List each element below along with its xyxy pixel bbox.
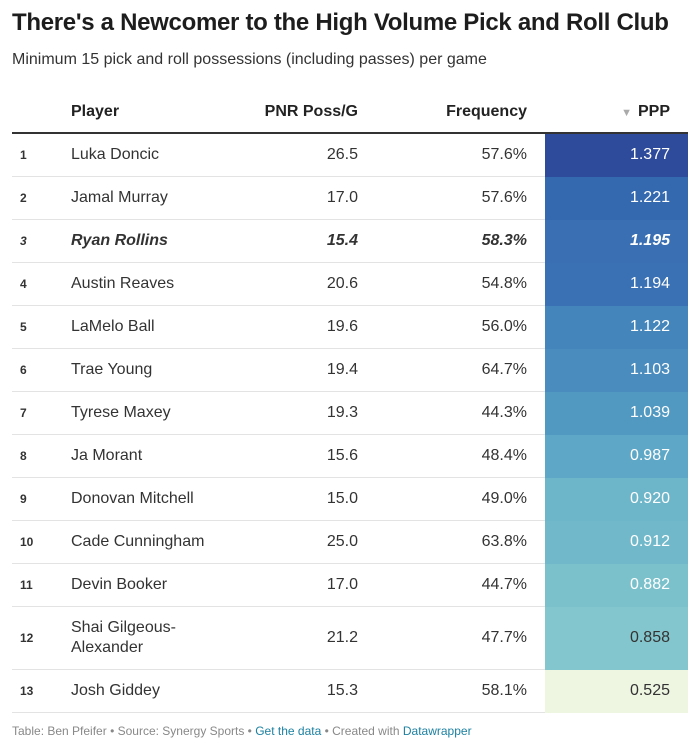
player-cell: Josh Giddey: [60, 669, 240, 713]
player-cell: Jamal Murray: [60, 176, 240, 220]
poss-cell: 25.0: [240, 520, 368, 564]
ppp-cell: 1.195: [545, 219, 688, 263]
player-cell: Trae Young: [60, 348, 240, 392]
ppp-cell: 1.377: [545, 133, 688, 177]
ppp-cell: 1.103: [545, 348, 688, 392]
frequency-cell: 49.0%: [368, 477, 545, 521]
player-cell: Tyrese Maxey: [60, 391, 240, 435]
frequency-cell: 58.3%: [368, 219, 545, 263]
rank-cell: 12: [12, 606, 60, 670]
poss-cell: 15.6: [240, 434, 368, 478]
player-cell: Cade Cunningham: [60, 520, 240, 564]
table-row: 9 Donovan Mitchell 15.0 49.0% 0.920: [12, 477, 688, 521]
rank-cell: 9: [12, 477, 60, 521]
table: Player PNR Poss/G Frequency ▼ PPP 1 Luka D…: [12, 92, 688, 713]
table-row: 7 Tyrese Maxey 19.3 44.3% 1.039: [12, 391, 688, 435]
table-row: 3 Ryan Rollins 15.4 58.3% 1.195: [12, 219, 688, 263]
frequency-cell: 56.0%: [368, 305, 545, 349]
table-row: 10 Cade Cunningham 25.0 63.8% 0.912: [12, 520, 688, 564]
ppp-cell: 0.858: [545, 606, 688, 670]
title: There's a Newcomer to the High Volume Pi…: [12, 9, 669, 36]
subtitle: Minimum 15 pick and roll possessions (in…: [12, 51, 487, 68]
poss-cell: 15.0: [240, 477, 368, 521]
get-data-link[interactable]: Get the data: [255, 724, 322, 738]
column-header: Player: [60, 92, 240, 134]
rank-cell: 7: [12, 391, 60, 435]
frequency-cell: 47.7%: [368, 606, 545, 670]
ppp-cell: 0.525: [545, 669, 688, 713]
created-with: Created with: [332, 724, 400, 738]
table-row: 1 Luka Doncic 26.5 57.6% 1.377: [12, 133, 688, 177]
column-header: [12, 92, 60, 134]
column-header[interactable]: PNR Poss/G: [240, 92, 368, 134]
datawrapper-link[interactable]: Datawrapper: [402, 724, 472, 738]
poss-cell: 26.5: [240, 133, 368, 177]
player-cell: Shai Gilgeous-Alexander: [60, 606, 240, 670]
rank-cell: 1: [12, 133, 60, 177]
poss-cell: 19.4: [240, 348, 368, 392]
ppp-cell: 0.882: [545, 563, 688, 607]
source: Source: Synergy Sports: [117, 724, 245, 738]
rank-cell: 10: [12, 520, 60, 564]
frequency-cell: 64.7%: [368, 348, 545, 392]
ppp-cell: 1.221: [545, 176, 688, 220]
ppp-cell: 1.039: [545, 391, 688, 435]
table-row: 2 Jamal Murray 17.0 57.6% 1.221: [12, 176, 688, 220]
rank-cell: 8: [12, 434, 60, 478]
frequency-cell: 54.8%: [368, 262, 545, 306]
header-row: Player PNR Poss/G Frequency ▼ PPP: [12, 92, 688, 134]
poss-cell: 20.6: [240, 262, 368, 306]
frequency-cell: 63.8%: [368, 520, 545, 564]
player-cell: LaMelo Ball: [60, 305, 240, 349]
frequency-cell: 48.4%: [368, 434, 545, 478]
ppp-cell: 1.122: [545, 305, 688, 349]
table-row: 6 Trae Young 19.4 64.7% 1.103: [12, 348, 688, 392]
frequency-cell: 57.6%: [368, 133, 545, 177]
column-header-text: PPP: [637, 103, 670, 120]
rank-cell: 4: [12, 262, 60, 306]
ppp-cell: 0.912: [545, 520, 688, 564]
player-cell: Donovan Mitchell: [60, 477, 240, 521]
table-row: 13 Josh Giddey 15.3 58.1% 0.525: [12, 669, 688, 713]
player-cell: Luka Doncic: [60, 133, 240, 177]
table-row: 8 Ja Morant 15.6 48.4% 0.987: [12, 434, 688, 478]
player-cell: Ja Morant: [60, 434, 240, 478]
column-header[interactable]: ▼ PPP: [545, 92, 688, 134]
player-cell: Ryan Rollins: [60, 219, 240, 263]
frequency-cell: 58.1%: [368, 669, 545, 713]
poss-cell: 19.6: [240, 305, 368, 349]
frequency-cell: 44.3%: [368, 391, 545, 435]
player-cell: Austin Reaves: [60, 262, 240, 306]
ppp-cell: 1.194: [545, 262, 688, 306]
frequency-cell: 57.6%: [368, 176, 545, 220]
table-row: 12 Shai Gilgeous-Alexander 21.2 47.7% 0.858: [12, 606, 688, 670]
rank-cell: 6: [12, 348, 60, 392]
frequency-cell: 44.7%: [368, 563, 545, 607]
poss-cell: 17.0: [240, 176, 368, 220]
byline: Table: Ben Pfeifer: [12, 724, 107, 738]
poss-cell: 21.2: [240, 606, 368, 670]
table-row: 5 LaMelo Ball 19.6 56.0% 1.122: [12, 305, 688, 349]
table-row: 11 Devin Booker 17.0 44.7% 0.882: [12, 563, 688, 607]
table-row: 4 Austin Reaves 20.6 54.8% 1.194: [12, 262, 688, 306]
rank-cell: 5: [12, 305, 60, 349]
poss-cell: 19.3: [240, 391, 368, 435]
column-header[interactable]: Frequency: [368, 92, 545, 134]
ppp-cell: 0.987: [545, 434, 688, 478]
rank-cell: 2: [12, 176, 60, 220]
ppp-cell: 0.920: [545, 477, 688, 521]
poss-cell: 17.0: [240, 563, 368, 607]
rank-cell: 3: [12, 219, 60, 263]
poss-cell: 15.4: [240, 219, 368, 263]
poss-cell: 15.3: [240, 669, 368, 713]
player-cell: Devin Booker: [60, 563, 240, 607]
rank-cell: 11: [12, 563, 60, 607]
footer: Table: Ben Pfeifer • Source: Synergy Spo…: [12, 724, 472, 738]
sort-arrow: ▼: [621, 107, 632, 119]
rank-cell: 13: [12, 669, 60, 713]
